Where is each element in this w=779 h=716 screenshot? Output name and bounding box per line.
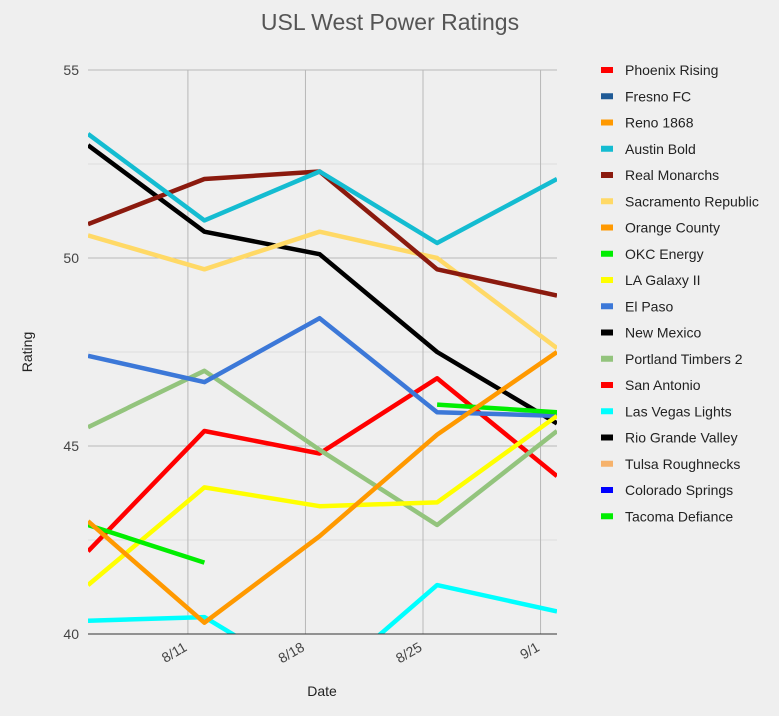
legend-label-portland-timbers-2: Portland Timbers 2 — [625, 351, 743, 367]
x-tick-label: 8/25 — [393, 639, 425, 667]
series-line-la-galaxy-ii — [88, 414, 557, 587]
legend-swatch-el-paso — [601, 303, 613, 310]
axes: 40 45 50 55 8/11 8/18 8/25 9/1 — [63, 62, 557, 666]
legend-swatch-phoenix-rising — [601, 67, 613, 73]
y-axis-label: Rating — [19, 332, 35, 372]
legend-label-rio-grande-valley: Rio Grande Valley — [625, 430, 738, 446]
legend-label-colorado-springs: Colorado Springs — [625, 482, 733, 498]
legend-swatch-real-monarchs — [601, 172, 613, 178]
legend-swatch-portland-timbers-2 — [601, 355, 613, 362]
series-line-okc-energy — [88, 402, 557, 565]
x-axis-label: Date — [307, 683, 337, 699]
legend-swatch-austin-bold — [601, 145, 613, 152]
legend-swatch-tulsa-roughnecks — [601, 460, 613, 467]
legend-swatch-rio-grande-valley — [601, 434, 613, 441]
series-line-austin-bold — [88, 132, 557, 246]
legend-label-el-paso: El Paso — [625, 298, 673, 314]
legend-label-tulsa-roughnecks: Tulsa Roughnecks — [625, 456, 740, 472]
x-tick-label: 8/11 — [159, 639, 190, 666]
legend-label-phoenix-rising: Phoenix Rising — [625, 62, 718, 78]
legend-label-reno-1868: Reno 1868 — [625, 115, 694, 131]
series-line-portland-timbers-2 — [88, 368, 557, 528]
series-line-sacramento-republic — [88, 229, 557, 350]
y-tick-label: 50 — [63, 250, 79, 266]
legend-label-las-vegas-lights: Las Vegas Lights — [625, 403, 732, 419]
legend-swatch-colorado-springs — [601, 487, 613, 493]
legend-label-okc-energy: OKC Energy — [625, 246, 704, 262]
series-lines — [88, 132, 557, 634]
legend-label-tacoma-defiance: Tacoma Defiance — [625, 508, 733, 524]
legend-swatch-tacoma-defiance — [601, 513, 613, 520]
legend-label-fresno-fc: Fresno FC — [625, 88, 691, 104]
series-line-las-vegas-lights — [88, 582, 557, 634]
legend-swatch-reno-1868 — [601, 119, 613, 126]
legend-swatch-las-vegas-lights — [601, 408, 613, 415]
legend-label-san-antonio: San Antonio — [625, 377, 701, 393]
legend-label-la-galaxy-ii: LA Galaxy II — [625, 272, 700, 288]
series-line-el-paso — [88, 315, 557, 419]
legend-swatch-okc-energy — [601, 250, 613, 257]
legend-label-orange-county: Orange County — [625, 220, 720, 236]
y-tick-label: 45 — [63, 438, 79, 454]
series-line-orange-county — [88, 350, 557, 625]
y-tick-label: 55 — [63, 62, 79, 78]
series-line-new-mexico — [88, 143, 557, 426]
legend-swatch-orange-county — [601, 224, 613, 231]
y-tick-label: 40 — [63, 626, 79, 642]
legend: Phoenix Rising Fresno FC Reno 1868 Austin B… — [601, 62, 759, 524]
series-line-san-antonio — [88, 376, 557, 553]
legend-label-real-monarchs: Real Monarchs — [625, 167, 719, 183]
x-tick-label: 9/1 — [517, 639, 542, 663]
legend-swatch-san-antonio — [601, 382, 613, 388]
legend-label-new-mexico: New Mexico — [625, 325, 701, 341]
legend-swatch-fresno-fc — [601, 93, 613, 100]
legend-label-austin-bold: Austin Bold — [625, 141, 696, 157]
legend-swatch-new-mexico — [601, 329, 613, 336]
legend-swatch-sacramento-republic — [601, 198, 613, 205]
legend-label-sacramento-republic: Sacramento Republic — [625, 193, 759, 209]
x-tick-label: 8/18 — [275, 639, 307, 667]
legend-swatch-la-galaxy-ii — [601, 277, 613, 283]
chart-title: USL West Power Ratings — [261, 9, 519, 35]
